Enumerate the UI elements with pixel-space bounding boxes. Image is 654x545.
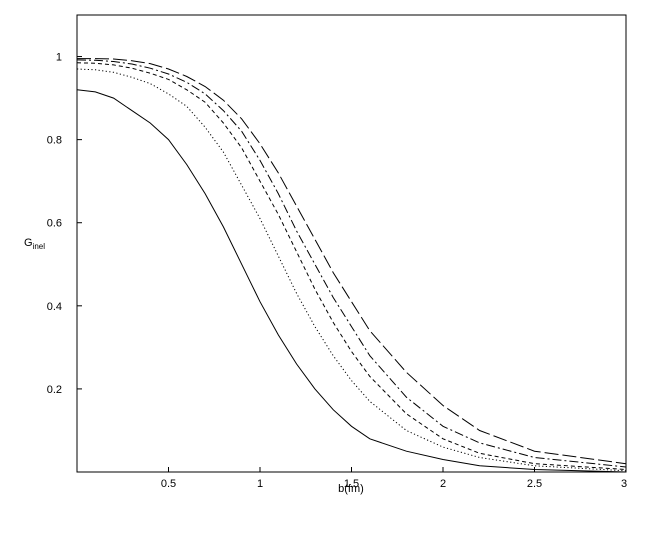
- y-tick-label: 0.8: [47, 135, 62, 147]
- plot-frame: [76, 14, 627, 473]
- x-tick-label: 1.5: [344, 478, 359, 490]
- series-line-short-dash: [76, 62, 627, 470]
- x-axis-label: b(fm): [338, 483, 364, 495]
- y-tick-label: 0.6: [47, 218, 62, 230]
- x-tick-label: 2.5: [527, 478, 542, 490]
- y-axis-label: Ginel: [24, 237, 45, 251]
- y-tick-label: 0.4: [47, 301, 62, 313]
- series-line-solid: [76, 89, 627, 473]
- y-tick-label: 0.2: [47, 384, 62, 396]
- series-line-dash-dot: [76, 59, 627, 468]
- series-line-dotted: [76, 68, 627, 472]
- x-tick-label: 2: [440, 478, 446, 490]
- y-axis-ticks: 0.2 0.4 0.6 0.8 1: [47, 52, 82, 396]
- y-axis-label-main: G: [24, 237, 33, 249]
- y-axis-label-subscript: inel: [33, 242, 46, 251]
- x-axis-ticks: 0.5 1 1.5 2 2.5 3: [161, 467, 627, 490]
- x-tick-label: 1: [257, 478, 263, 490]
- y-tick-label: 1: [56, 52, 62, 64]
- x-tick-label: 0.5: [161, 478, 176, 490]
- series-line-long-dash: [77, 58, 627, 465]
- x-tick-label: 3: [621, 478, 627, 490]
- series-group: [76, 58, 627, 473]
